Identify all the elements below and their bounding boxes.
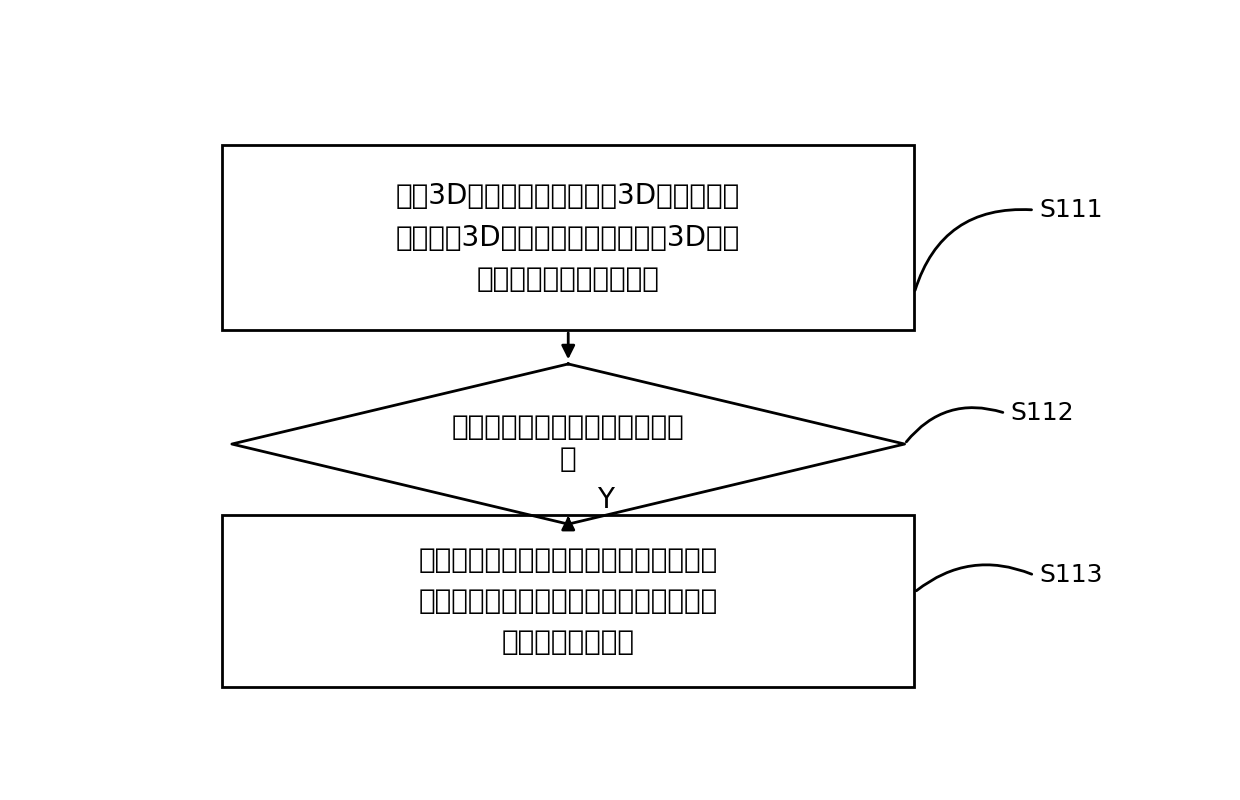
- Text: 所述目标点邻域内是否存在背景: 所述目标点邻域内是否存在背景: [451, 413, 684, 441]
- Text: S113: S113: [1039, 563, 1102, 587]
- Text: 所述目标点为构成软骨表面轮廓的点，所
述目标点的位置信息构成所述软骨表面轮
廓中点的位置信息: 所述目标点为构成软骨表面轮廓的点，所 述目标点的位置信息构成所述软骨表面轮 廓中…: [419, 546, 718, 656]
- Text: 根据3D软骨图像数据，获得3D软骨模型信
息，所述3D软骨模型信息包括所述3D软骨
模型中目标点的位置信息: 根据3D软骨图像数据，获得3D软骨模型信 息，所述3D软骨模型信息包括所述3D软…: [396, 182, 740, 293]
- Bar: [222, 146, 914, 330]
- Bar: [222, 515, 914, 687]
- Text: S112: S112: [1011, 402, 1074, 426]
- Text: Y: Y: [596, 486, 614, 514]
- Text: S111: S111: [1039, 198, 1102, 222]
- Text: 点: 点: [560, 446, 577, 474]
